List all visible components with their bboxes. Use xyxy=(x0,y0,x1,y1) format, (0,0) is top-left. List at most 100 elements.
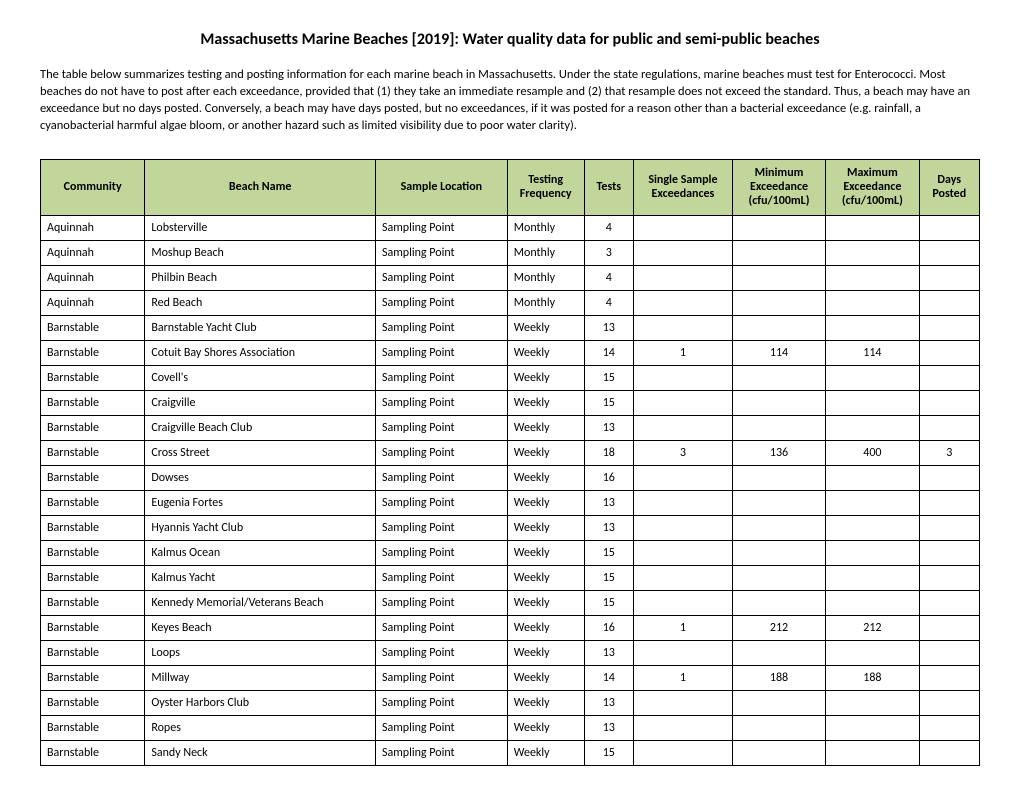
table-row: BarnstableLoopsSampling PointWeekly13 xyxy=(41,640,980,665)
table-row: BarnstableCraigvilleSampling PointWeekly… xyxy=(41,390,980,415)
table-cell: Sampling Point xyxy=(375,665,507,690)
table-cell xyxy=(826,515,919,540)
table-cell: Cross Street xyxy=(145,440,376,465)
table-cell xyxy=(634,415,733,440)
table-cell xyxy=(919,565,979,590)
table-row: BarnstableMillwaySampling PointWeekly141… xyxy=(41,665,980,690)
table-cell: Sampling Point xyxy=(375,590,507,615)
table-cell: 18 xyxy=(584,440,633,465)
table-cell xyxy=(826,565,919,590)
table-cell: Sampling Point xyxy=(375,390,507,415)
table-cell xyxy=(732,715,825,740)
table-cell xyxy=(732,565,825,590)
table-cell: Weekly xyxy=(507,465,584,490)
col-min-exceedance: Minimum Exceedance (cfu/100mL) xyxy=(732,159,825,215)
table-cell: Barnstable xyxy=(41,440,145,465)
table-row: BarnstableBarnstable Yacht ClubSampling … xyxy=(41,315,980,340)
table-cell: Aquinnah xyxy=(41,240,145,265)
table-cell: Ropes xyxy=(145,715,376,740)
table-cell: Barnstable xyxy=(41,590,145,615)
table-cell: Sampling Point xyxy=(375,565,507,590)
table-cell xyxy=(919,215,979,240)
table-cell xyxy=(732,465,825,490)
table-cell: Cotuit Bay Shores Association xyxy=(145,340,376,365)
table-cell xyxy=(732,690,825,715)
table-cell: Barnstable xyxy=(41,465,145,490)
table-cell xyxy=(732,365,825,390)
table-cell: 13 xyxy=(584,640,633,665)
table-cell: Barnstable xyxy=(41,340,145,365)
col-tests: Tests xyxy=(584,159,633,215)
table-cell xyxy=(634,690,733,715)
table-cell: Oyster Harbors Club xyxy=(145,690,376,715)
page-title: Massachusetts Marine Beaches [2019]: Wat… xyxy=(40,30,980,49)
table-cell xyxy=(732,265,825,290)
table-cell xyxy=(634,715,733,740)
table-cell: Barnstable xyxy=(41,390,145,415)
table-row: BarnstableEugenia FortesSampling PointWe… xyxy=(41,490,980,515)
table-cell: Weekly xyxy=(507,490,584,515)
table-cell: Barnstable xyxy=(41,565,145,590)
table-row: BarnstableKalmus OceanSampling PointWeek… xyxy=(41,540,980,565)
col-beach-name: Beach Name xyxy=(145,159,376,215)
table-cell: Barnstable xyxy=(41,515,145,540)
table-cell: Sampling Point xyxy=(375,715,507,740)
table-cell xyxy=(826,740,919,765)
table-cell: Sampling Point xyxy=(375,540,507,565)
table-cell: Sampling Point xyxy=(375,290,507,315)
table-cell: Kalmus Yacht xyxy=(145,565,376,590)
table-cell: Sampling Point xyxy=(375,315,507,340)
table-row: BarnstableOyster Harbors ClubSampling Po… xyxy=(41,690,980,715)
table-cell: Weekly xyxy=(507,565,584,590)
table-cell xyxy=(634,565,733,590)
table-cell xyxy=(732,240,825,265)
table-cell xyxy=(634,240,733,265)
table-cell: Barnstable xyxy=(41,315,145,340)
table-cell xyxy=(919,315,979,340)
table-row: AquinnahMoshup BeachSampling PointMonthl… xyxy=(41,240,980,265)
table-cell xyxy=(919,665,979,690)
table-cell: Millway xyxy=(145,665,376,690)
table-cell: Sampling Point xyxy=(375,515,507,540)
table-cell: Sandy Neck xyxy=(145,740,376,765)
table-cell: 15 xyxy=(584,390,633,415)
table-cell xyxy=(826,215,919,240)
table-row: BarnstableRopesSampling PointWeekly13 xyxy=(41,715,980,740)
table-cell: Covell's xyxy=(145,365,376,390)
table-cell: 13 xyxy=(584,715,633,740)
col-sample-location: Sample Location xyxy=(375,159,507,215)
table-cell: 1 xyxy=(634,665,733,690)
table-cell: 13 xyxy=(584,690,633,715)
table-cell: Craigville xyxy=(145,390,376,415)
table-cell xyxy=(919,615,979,640)
table-cell: 14 xyxy=(584,340,633,365)
table-cell: 4 xyxy=(584,290,633,315)
table-cell xyxy=(732,540,825,565)
table-cell: Kennedy Memorial/Veterans Beach xyxy=(145,590,376,615)
table-cell: Sampling Point xyxy=(375,640,507,665)
table-cell xyxy=(732,490,825,515)
table-cell xyxy=(919,290,979,315)
table-body: AquinnahLobstervilleSampling PointMonthl… xyxy=(41,215,980,765)
table-cell: Weekly xyxy=(507,740,584,765)
table-row: BarnstableHyannis Yacht ClubSampling Poi… xyxy=(41,515,980,540)
table-cell: 13 xyxy=(584,415,633,440)
table-cell xyxy=(919,690,979,715)
table-cell: Barnstable xyxy=(41,490,145,515)
table-cell xyxy=(826,390,919,415)
table-cell xyxy=(826,590,919,615)
table-cell: Sampling Point xyxy=(375,340,507,365)
table-cell: Loops xyxy=(145,640,376,665)
table-cell: 3 xyxy=(919,440,979,465)
table-row: AquinnahPhilbin BeachSampling PointMonth… xyxy=(41,265,980,290)
table-cell: 15 xyxy=(584,365,633,390)
table-cell: Dowses xyxy=(145,465,376,490)
table-cell xyxy=(634,465,733,490)
table-cell: 188 xyxy=(826,665,919,690)
table-cell: 400 xyxy=(826,440,919,465)
table-cell: 1 xyxy=(634,340,733,365)
table-row: AquinnahLobstervilleSampling PointMonthl… xyxy=(41,215,980,240)
table-cell xyxy=(919,390,979,415)
table-cell: Barnstable xyxy=(41,690,145,715)
table-row: BarnstableKeyes BeachSampling PointWeekl… xyxy=(41,615,980,640)
